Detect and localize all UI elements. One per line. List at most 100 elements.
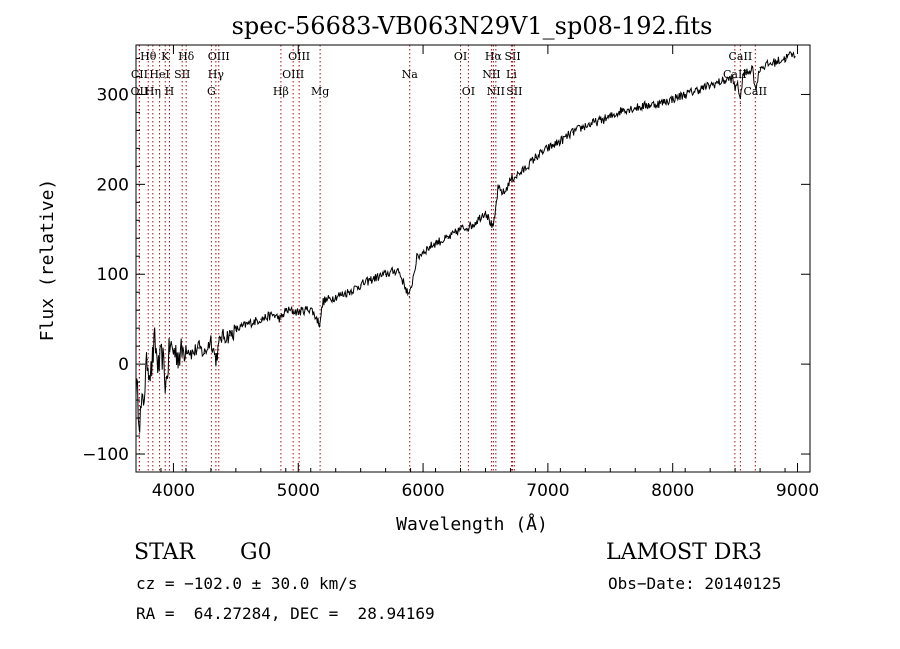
spectrum-point <box>503 192 505 194</box>
spectrum-point <box>609 116 611 118</box>
spectrum-point <box>247 323 249 325</box>
spectral-line-label: SII <box>174 68 190 81</box>
spectrum-series <box>135 51 796 433</box>
spectral-line-label: Hγ <box>208 68 225 81</box>
spectrum-point <box>622 109 624 111</box>
spectrum-point <box>754 89 756 91</box>
spectrum-point <box>447 237 449 239</box>
spectrum-point <box>697 89 699 91</box>
spectrum-point <box>150 372 152 374</box>
spectrum-point <box>179 354 181 356</box>
spectrum-point <box>534 156 537 158</box>
spectrum-point <box>416 257 418 259</box>
spectrum-point <box>297 311 299 313</box>
survey-name: LAMOST DR3 <box>606 540 762 565</box>
y-tick-label: 100 <box>97 265 129 285</box>
spectrum-point <box>322 300 324 302</box>
spectral-line-label: Mg <box>311 85 329 98</box>
spectrum-point <box>204 352 206 354</box>
spectrum-point <box>210 338 212 340</box>
spectral-line-label: Hθ <box>140 50 157 63</box>
spectral-line-label: H <box>165 85 175 98</box>
spectral-line-label: Li <box>506 68 517 81</box>
spectrum-point <box>746 71 749 73</box>
spectral-line-label: OIII <box>282 68 304 81</box>
spectrum-point <box>659 102 661 105</box>
spectrum-point <box>229 334 231 336</box>
spectrum-point <box>197 347 200 349</box>
spectrum-point <box>709 84 711 87</box>
spectrum-point <box>459 228 462 230</box>
x-tick-label: 5000 <box>277 481 320 501</box>
spectrum-point <box>794 56 796 58</box>
spectrum-point <box>771 62 774 64</box>
spectrum-point <box>191 352 193 354</box>
observation-date: Obs−Date: 20140125 <box>608 574 782 593</box>
spectrum-point <box>634 107 636 109</box>
spectrum-point <box>146 359 148 361</box>
x-tick-label: 4000 <box>152 481 195 501</box>
spectral-line-label: OIII <box>288 50 310 63</box>
spectrum-point <box>220 336 222 338</box>
spectrum-point <box>422 251 424 253</box>
spectral-line-label: OIII <box>208 50 230 63</box>
spectrum-point <box>784 57 786 60</box>
y-tick-label: 0 <box>118 355 129 375</box>
spectrum-point <box>559 140 561 142</box>
spectrum-point <box>509 179 512 181</box>
spectrum-point <box>647 104 649 106</box>
spectrum-point <box>372 278 374 280</box>
spectrum-point <box>739 102 741 105</box>
y-axis-label: Flux (relative) <box>37 179 58 342</box>
spectrum-point <box>397 269 399 271</box>
spectrum-point <box>169 345 171 347</box>
spectrum-point <box>235 329 237 331</box>
spectrum-point <box>285 309 287 311</box>
spectrum-point <box>790 53 792 55</box>
spectral-line-label: Hη <box>145 85 161 98</box>
spectrum-point <box>672 98 674 100</box>
object-subclass: G0 <box>240 540 272 565</box>
spectrum-point <box>154 341 156 343</box>
x-tick-label: 7000 <box>526 481 569 501</box>
spectrum-point <box>516 174 518 176</box>
chart-title: spec-56683-VB063N29V1_sp08-192.fits <box>232 12 713 40</box>
spectrum-point <box>434 242 437 244</box>
spectral-line-label: CaII <box>743 85 767 98</box>
spectrum-point <box>215 359 217 361</box>
spectrum-point <box>759 66 761 69</box>
spectral-line-label: NII <box>482 68 500 81</box>
spectrum-point <box>272 314 274 316</box>
y-tick-label: 200 <box>97 175 129 195</box>
spectral-line-label: OI <box>462 85 475 98</box>
spectrum-point <box>572 131 574 133</box>
spectral-line-label: K <box>161 50 170 63</box>
spectral-line-label: HeI <box>149 68 169 81</box>
spectral-line-label: Na <box>402 68 419 81</box>
spectrum-point <box>472 224 474 226</box>
spectral-line-label: OI <box>454 50 467 63</box>
spectrum-point <box>360 284 362 286</box>
x-tick-label: 6000 <box>401 481 444 501</box>
spectrum-point <box>142 399 145 401</box>
spectrum-point <box>408 296 410 298</box>
spectrum-point <box>584 125 586 127</box>
spectrum-point <box>492 228 494 230</box>
x-axis-label: Wavelength (Å) <box>396 513 548 535</box>
spectrum-line <box>135 51 796 433</box>
spectrum-point <box>260 318 262 320</box>
spectrum-point <box>335 296 337 298</box>
spectrum-point <box>157 368 160 370</box>
y-tick-label: 300 <box>97 85 129 105</box>
spectrum-point <box>318 323 321 325</box>
spectrum-point <box>732 77 734 79</box>
spectrum-point <box>185 345 187 347</box>
spectral-line-label: Hδ <box>178 50 195 63</box>
spectrum-point <box>161 354 163 356</box>
spectrum-point <box>385 273 387 275</box>
spectrum-point <box>734 89 736 91</box>
coordinates-readout: RA = 64.27284, DEC = 28.94169 <box>136 604 435 623</box>
spectrum-point <box>310 307 312 309</box>
spectral-line-label: Hα <box>485 50 503 63</box>
spectrum-point <box>497 188 499 190</box>
